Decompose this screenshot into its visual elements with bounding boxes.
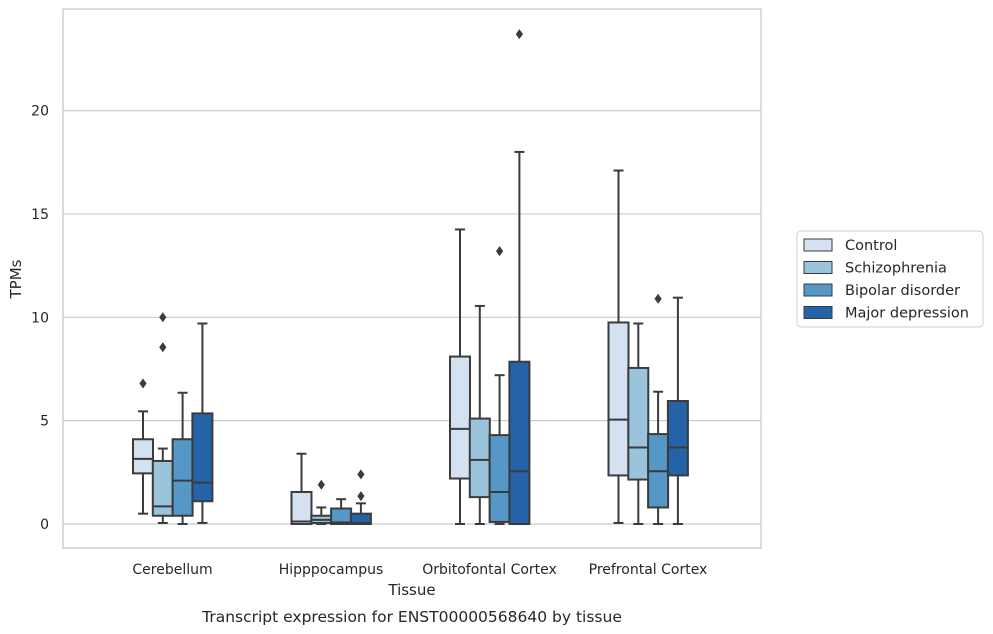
box-control [607,169,630,524]
legend-item: Schizophrenia [803,261,947,277]
box-body [488,434,511,523]
box-schizophrenia [468,304,491,525]
x-tick-label: Prefrontal Cortex [589,562,708,578]
legend: Control Schizophrenia Bipolar disorder Majo… [796,230,984,328]
chart-caption: Transcript expression for ENST0000056864… [201,608,622,626]
box-bipolar-disorder [647,293,670,525]
outlier-point [654,293,662,304]
legend-swatch [803,238,833,252]
box-major-depression [349,469,372,525]
box-body [666,400,689,477]
legend-swatch [803,261,833,274]
legend-item: Control [803,238,897,254]
legend-item: Major depression [803,306,969,322]
outlier-point [515,29,523,40]
box-schizophrenia [627,322,650,525]
box-body [290,490,313,525]
outlier-point [357,491,365,502]
legend-swatch [803,283,833,297]
y-tick-label: 0 [40,517,49,533]
x-tick-label: Hipppocampus [279,562,384,578]
box-body [171,438,194,517]
box-control [132,378,154,515]
y-axis-label: TPMs [7,259,25,299]
y-tick-label: 10 [31,310,49,326]
box-body [349,512,372,525]
box-bipolar-disorder [330,498,353,525]
legend-swatch [803,306,833,319]
x-axis-label: Tissue [387,581,435,599]
box-schizophrenia [310,479,333,525]
box-body [449,355,471,480]
x-axis-ticks: Cerebellum Hipppocampus Orbitofontal Corte… [132,562,707,578]
outlier-point [139,378,147,389]
outlier-point [317,479,325,490]
x-tick-label: Orbitofontal Cortex [422,562,557,578]
box-control [290,452,313,525]
outlier-point [159,312,167,323]
legend-item: Bipolar disorder [803,283,960,299]
box-control [449,228,471,525]
box-bipolar-disorder [171,391,194,525]
legend-label: Major depression [845,306,969,322]
box-body [607,321,630,477]
box-major-depression [508,29,531,526]
box-major-depression [666,296,689,525]
box-body [627,366,650,481]
y-tick-label: 20 [31,104,49,120]
outlier-point [357,469,365,480]
legend-label: Control [845,238,897,254]
boxes [132,29,689,526]
box-body [468,417,491,499]
outlier-point [496,246,504,257]
x-tick-label: Cerebellum [132,562,212,578]
legend-label: Bipolar disorder [845,283,960,299]
legend-frame [796,230,984,328]
y-tick-label: 15 [31,207,49,223]
box-body [508,360,531,526]
box-schizophrenia [151,312,174,524]
plot-area [62,8,762,549]
y-tick-label: 5 [40,414,49,430]
y-axis-ticks: 0 5 10 15 20 [31,104,49,533]
outlier-point [159,342,167,353]
box-body [132,438,154,475]
box-body [151,459,174,517]
box-major-depression [191,322,214,524]
box-body [191,412,214,503]
legend-label: Schizophrenia [845,261,947,277]
box-bipolar-disorder [488,246,511,525]
